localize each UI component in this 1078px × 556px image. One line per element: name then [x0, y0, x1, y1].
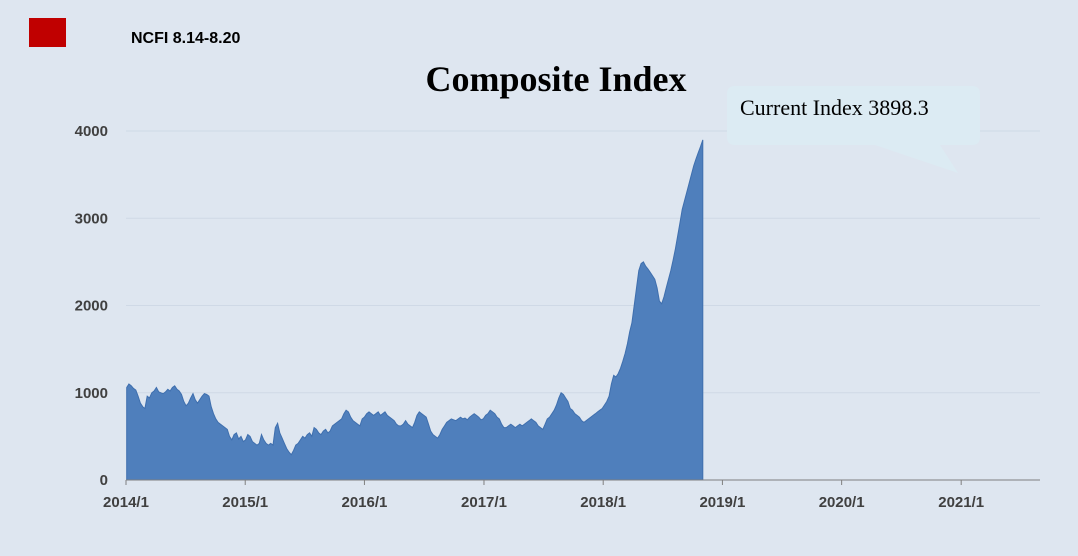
red-badge [29, 18, 66, 47]
y-tick-label: 3000 [75, 210, 108, 227]
area-series [126, 139, 704, 481]
callout-bubble [727, 86, 980, 173]
x-axis-ticks: 2014/1 2015/1 2016/1 2017/1 2018/1 2019/1 2020… [103, 480, 984, 511]
header-label: NCFI 8.14-8.20 [131, 30, 241, 47]
y-axis-ticks: 0 1000 2000 3000 4000 [75, 123, 108, 489]
x-tick-label: 2018/1 [580, 494, 626, 511]
y-tick-label: 1000 [75, 385, 108, 402]
x-tick-label: 2017/1 [461, 494, 507, 511]
x-tick-label: 2016/1 [341, 494, 387, 511]
y-tick-label: 0 [100, 472, 108, 489]
x-tick-label: 2021/1 [938, 494, 984, 511]
chart-title: Composite Index [425, 59, 687, 99]
x-tick-label: 2014/1 [103, 494, 149, 511]
y-tick-label: 2000 [75, 298, 108, 315]
gridlines [126, 130, 1040, 394]
x-tick-label: 2019/1 [699, 494, 745, 511]
y-tick-label: 4000 [75, 123, 108, 140]
x-tick-label: 2020/1 [819, 494, 865, 511]
x-tick-label: 2015/1 [222, 494, 268, 511]
callout-text: Current Index 3898.3 [740, 95, 929, 120]
